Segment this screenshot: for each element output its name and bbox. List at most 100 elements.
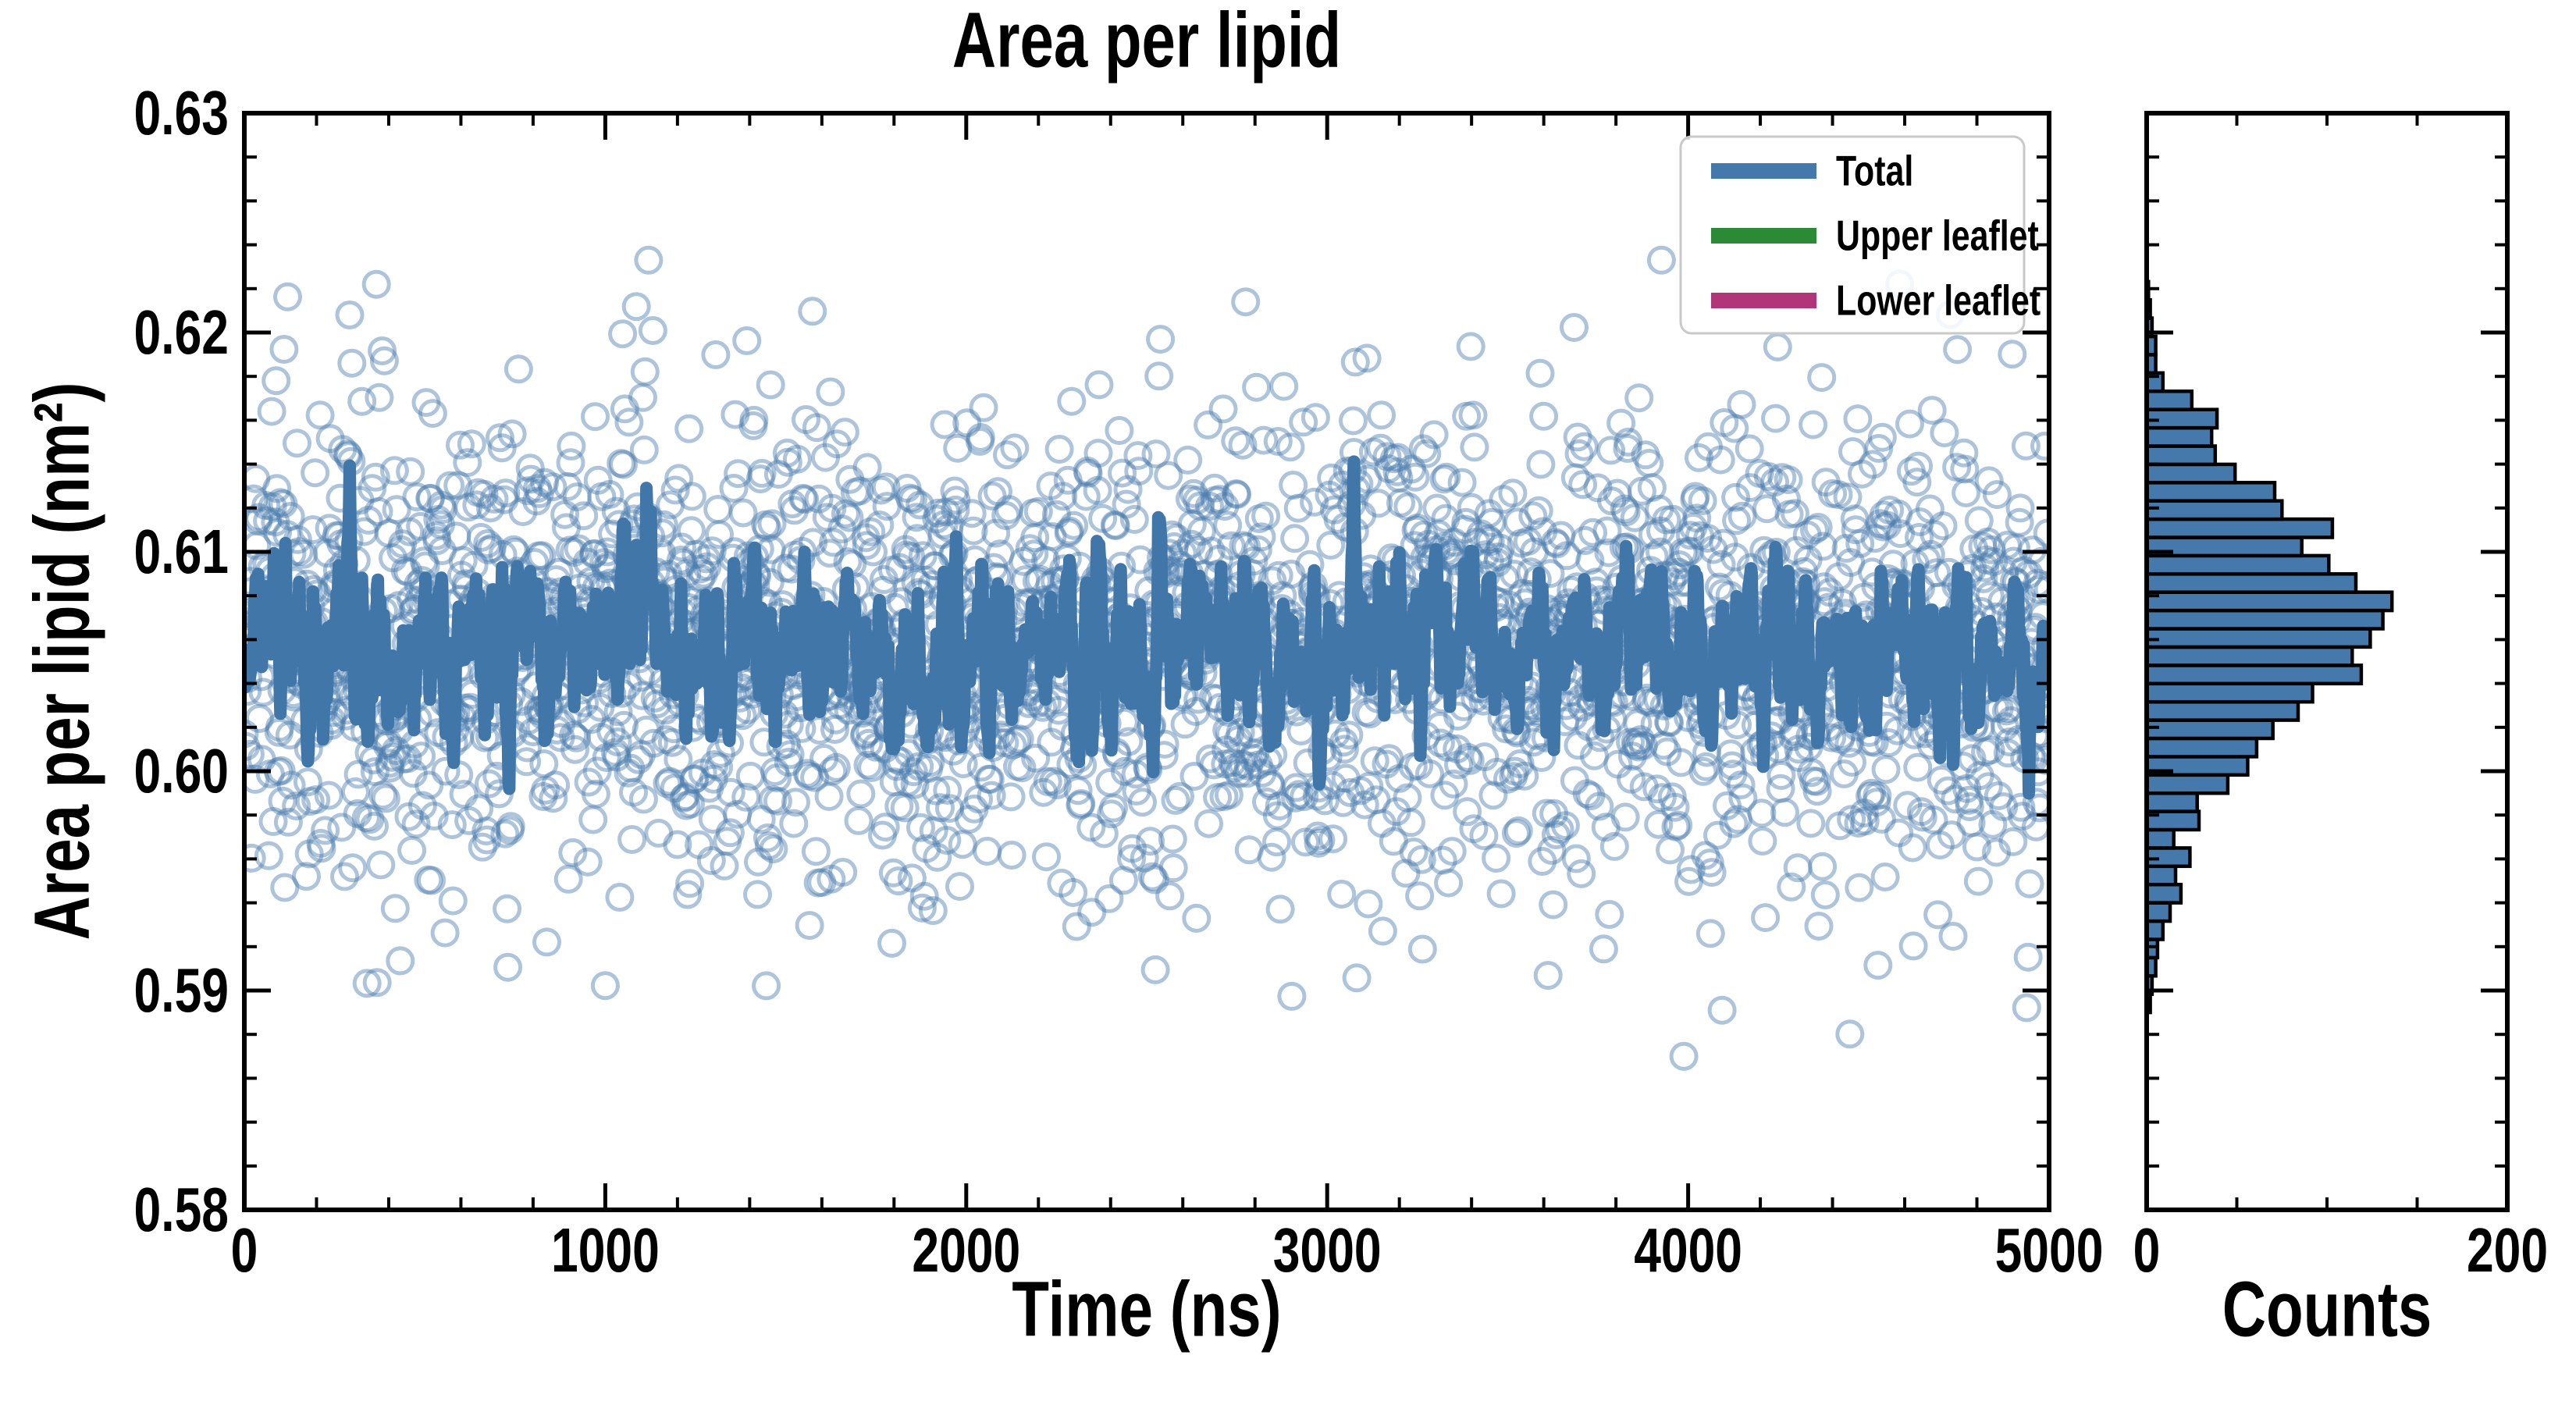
- scatter-point: [798, 297, 827, 326]
- scatter-point: [477, 533, 507, 563]
- scatter-point: [1003, 752, 1032, 781]
- scatter-point: [562, 482, 592, 512]
- scatter-point: [454, 806, 484, 835]
- x-tick-label: 5000: [1995, 1215, 2104, 1285]
- scatter-point: [371, 784, 400, 813]
- scatter-point: [849, 720, 879, 750]
- scatter-point: [1279, 471, 1308, 500]
- scatter-point: [698, 805, 728, 834]
- scatter-point: [524, 541, 553, 571]
- hist-bar: [2147, 481, 2277, 503]
- hist-bar: [2147, 645, 2354, 667]
- scatter-point: [1434, 868, 1464, 898]
- scatter-point: [1280, 524, 1310, 553]
- scatter-point: [667, 532, 696, 562]
- scatter-point: [515, 454, 545, 483]
- hist-bar: [2147, 444, 2218, 467]
- scatter-point: [311, 816, 340, 845]
- scatter-point: [603, 727, 632, 756]
- scatter-point: [780, 496, 809, 525]
- scatter-point: [984, 477, 1012, 507]
- scatter-point: [574, 767, 603, 797]
- hist-bar: [2147, 791, 2199, 813]
- scatter-point: [522, 486, 551, 516]
- scatter-point: [379, 543, 407, 573]
- scatter-point: [719, 474, 749, 503]
- scatter-point: [679, 765, 709, 794]
- scatter-point: [753, 514, 782, 542]
- scatter-point: [552, 513, 581, 542]
- legend-label: Upper leaflet: [1836, 212, 2039, 259]
- scatter-point: [688, 559, 718, 589]
- scatter-point: [560, 735, 590, 764]
- scatter-point: [244, 484, 269, 514]
- scatter-point: [817, 864, 846, 894]
- scatter-point: [1998, 340, 2027, 369]
- scatter-point: [581, 779, 610, 809]
- scatter-point: [572, 547, 602, 577]
- scatter-point: [1810, 880, 1840, 909]
- scatter-point: [1727, 389, 1756, 419]
- scatter-point: [865, 510, 895, 540]
- scatter-point: [680, 764, 710, 794]
- scatter-point: [422, 526, 452, 556]
- scatter-point: [2012, 993, 2041, 1023]
- hist-bar: [2147, 827, 2176, 850]
- scatter-point: [513, 476, 543, 506]
- scatter-point: [850, 719, 880, 749]
- scatter-point: [1002, 726, 1031, 756]
- scatter-point: [352, 969, 382, 998]
- scatter-point: [244, 719, 259, 749]
- hist-bar: [2147, 681, 2314, 704]
- scatter-point: [677, 482, 706, 511]
- scatter-point: [952, 408, 982, 438]
- scatter-point: [893, 767, 923, 797]
- scatter-point: [2013, 942, 2043, 972]
- scatter-point: [374, 518, 404, 548]
- scatter-point: [407, 742, 436, 771]
- scatter-point: [1146, 325, 1176, 354]
- scatter-point: [985, 539, 1015, 569]
- scatter-point: [868, 820, 897, 850]
- scatter-point: [471, 816, 501, 846]
- scatter-point: [295, 787, 325, 816]
- scatter-point: [503, 354, 533, 384]
- scatter-point: [497, 419, 527, 449]
- scatter-point: [886, 746, 916, 776]
- scatter-point: [781, 788, 810, 817]
- scatter-point: [557, 431, 586, 461]
- scatter-point: [416, 483, 446, 513]
- scatter-point: [443, 471, 473, 500]
- hist-bar: [2147, 718, 2275, 741]
- scatter-point: [330, 862, 359, 891]
- scatter-point: [1208, 394, 1238, 424]
- x-tick-label: 3000: [1273, 1215, 1382, 1285]
- scatter-point: [1799, 410, 1828, 439]
- scatter-point: [822, 429, 852, 459]
- scatter-point: [1277, 981, 1307, 1011]
- scatter-point: [977, 781, 1006, 810]
- scatter-point: [427, 536, 457, 565]
- scatter-point: [1669, 1041, 1699, 1071]
- scatter-point: [375, 749, 404, 778]
- scatter-point: [795, 911, 824, 941]
- scatter-point: [941, 486, 971, 515]
- scatter-point: [671, 782, 700, 812]
- scatter-point: [415, 484, 445, 514]
- scatter-point: [677, 516, 706, 546]
- scatter-point: [803, 868, 833, 898]
- scatter-point: [754, 831, 784, 861]
- scatter-point: [787, 713, 817, 743]
- scatter-point: [358, 474, 387, 503]
- scatter-point: [306, 828, 336, 858]
- scatter-point: [692, 544, 721, 574]
- scatter-point: [293, 767, 322, 797]
- scatter-point: [965, 426, 994, 456]
- scatter-point: [753, 823, 782, 852]
- scatter-point: [282, 791, 311, 821]
- scatter-point: [632, 715, 661, 745]
- scatter-point: [809, 744, 839, 773]
- scatter-point: [516, 464, 546, 494]
- scatter-point: [948, 830, 977, 859]
